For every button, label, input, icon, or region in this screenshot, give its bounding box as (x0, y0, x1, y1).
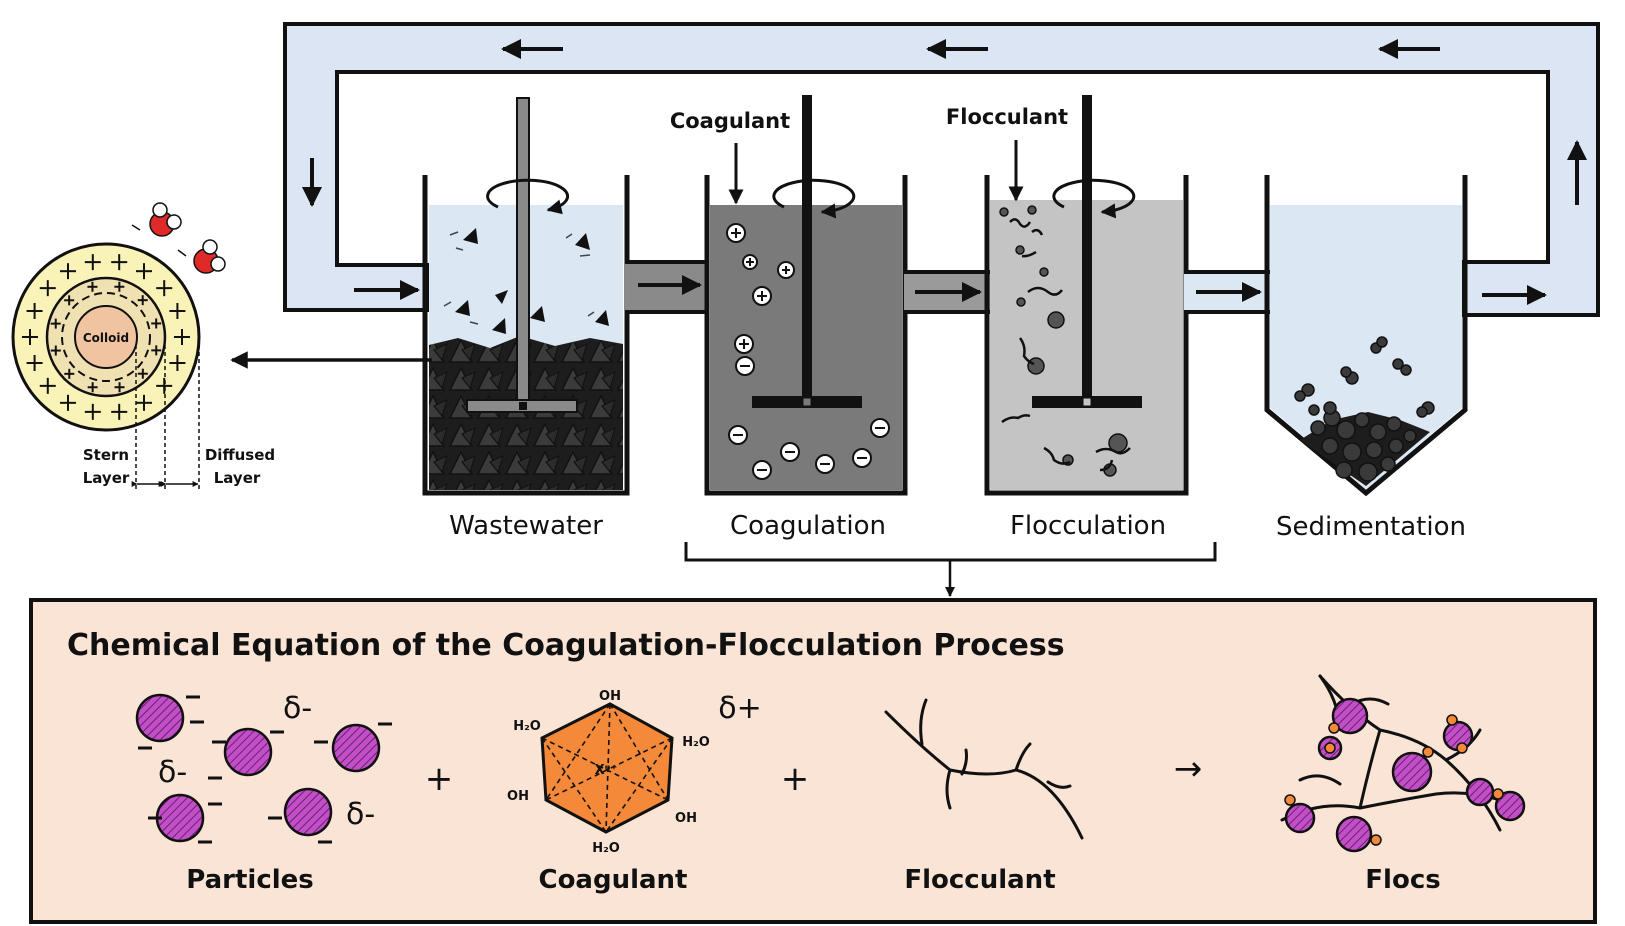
stage-label-coagulation: Coagulation (730, 511, 886, 541)
hydroxide-label: OH (599, 689, 621, 704)
water-ligand-label: H₂O (592, 841, 620, 856)
connector-flocculation-sedimentation (1184, 270, 1270, 314)
coagulant-label: Coagulant (538, 865, 687, 895)
diffused-layer-charges (22, 254, 190, 420)
sedimentation-tank (1264, 175, 1468, 497)
particle-partial-charge: δ- (346, 797, 375, 832)
diffused-layer-label-line2: Layer (214, 469, 261, 487)
flocs-group (1280, 674, 1526, 853)
suspended-particles (455, 228, 609, 334)
flocculant-polymer (884, 698, 1084, 840)
hydroxide-label: OH (507, 789, 529, 804)
hydroxide-label: OH (675, 811, 697, 826)
flocculation-tank (984, 95, 1189, 496)
water-molecule-icon (177, 239, 226, 274)
particles-label: Particles (186, 865, 314, 895)
stage-label-wastewater: Wastewater (449, 511, 603, 541)
plus-sign: + (781, 759, 810, 799)
stage-label-flocculation: Flocculation (1010, 511, 1166, 541)
particles-group: δ- δ- δ- (135, 691, 392, 844)
coagulant-input-label: Coagulant (670, 109, 790, 133)
water-molecule-icon (131, 202, 182, 237)
wastewater-tank (422, 97, 630, 496)
stern-layer-charges (50, 281, 162, 393)
coagulation-tank (704, 95, 908, 496)
reaction-arrow: → (1174, 749, 1203, 789)
colloid-detail: Colloid Stern Layer Diffused Layer (11, 202, 432, 490)
flocculant-input-label: Flocculant (946, 105, 1068, 129)
stern-layer-label-line2: Layer (83, 469, 130, 487)
metal-ion-label: Xⁿ⁺ (595, 763, 618, 778)
settled-flocs (1294, 336, 1435, 482)
flocs-label: Flocs (1365, 865, 1440, 895)
equation-panel: Chemical Equation of the Coagulation-Flo… (29, 598, 1597, 924)
plus-sign: + (425, 759, 454, 799)
equation-title: Chemical Equation of the Coagulation-Flo… (67, 628, 1065, 663)
process-bracket (684, 542, 1217, 597)
particle-partial-charge: δ- (283, 691, 312, 726)
colloid-core-label: Colloid (83, 331, 129, 345)
flocculant-label: Flocculant (904, 865, 1055, 895)
coagulant-crystal: Xⁿ⁺ OH H₂O H₂O OH OH H₂O δ+ (507, 689, 762, 856)
diffused-layer-label-line1: Diffused (205, 446, 275, 464)
connector-coagulation-flocculation (904, 270, 990, 314)
water-ligand-label: H₂O (682, 735, 710, 750)
water-ligand-label: H₂O (513, 719, 541, 734)
coagulant-partial-charge: δ+ (718, 691, 762, 726)
stage-label-sedimentation: Sedimentation (1276, 512, 1466, 542)
stern-layer-label-line1: Stern (83, 446, 129, 464)
connector-wastewater-coagulation (625, 260, 709, 314)
particle-partial-charge: δ- (158, 755, 187, 790)
